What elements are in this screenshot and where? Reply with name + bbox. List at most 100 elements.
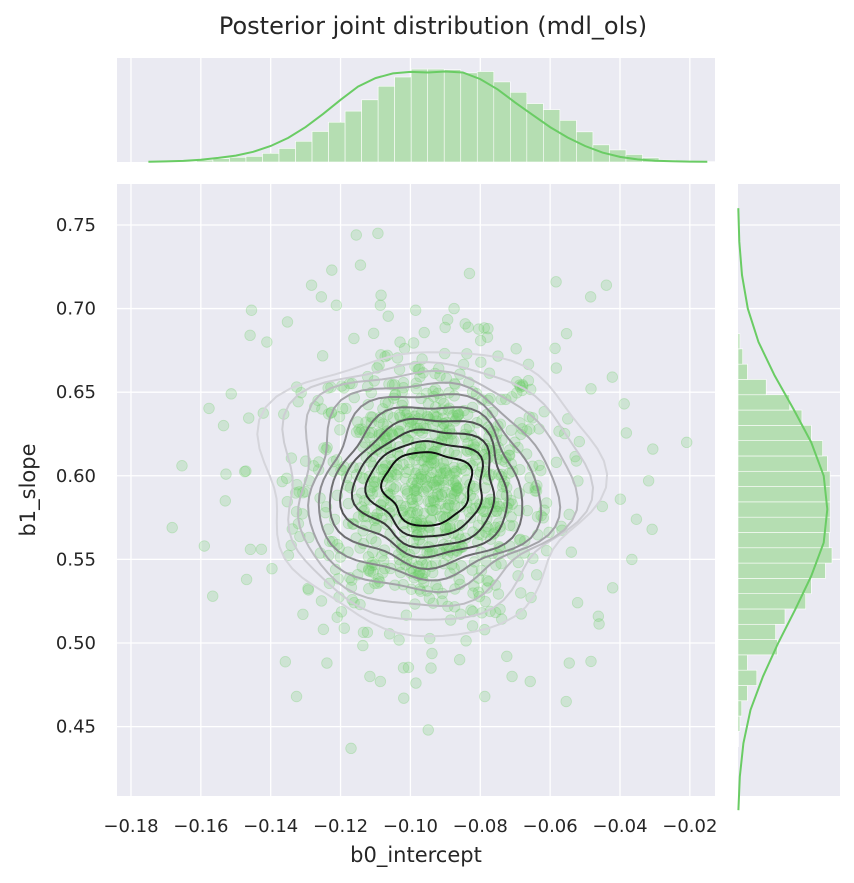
top-hist-bar <box>344 110 362 163</box>
scatter-point <box>366 426 378 439</box>
scatter-point <box>418 455 430 467</box>
scatter-point <box>453 408 465 421</box>
scatter-point <box>315 291 328 303</box>
scatter-point <box>426 504 438 516</box>
scatter-point <box>513 487 525 499</box>
scatter-point <box>424 471 437 484</box>
scatter-point <box>435 488 448 501</box>
scatter-point <box>315 595 328 607</box>
scatter-point <box>399 483 412 495</box>
scatter-point <box>614 493 627 505</box>
scatter-point <box>411 477 424 489</box>
scatter-point <box>243 412 255 424</box>
top-hist-bar <box>576 131 594 163</box>
scatter-point <box>362 551 375 563</box>
scatter-point <box>312 394 324 407</box>
scatter-point <box>630 513 643 525</box>
scatter-point <box>596 500 609 513</box>
scatter-point <box>488 527 501 539</box>
right-hist-bar <box>737 669 758 686</box>
scatter-point <box>448 493 460 505</box>
scatter-point <box>281 316 294 328</box>
y-tick-labels: 0.45 0.50 0.55 0.60 0.65 0.70 0.75 <box>56 215 96 738</box>
scatter-point <box>418 463 430 476</box>
right-hist-bar <box>737 685 748 702</box>
scatter-point <box>436 587 449 600</box>
scatter-point <box>550 276 562 288</box>
scatter-point <box>427 494 440 507</box>
scatter-point <box>340 402 352 415</box>
scatter-point <box>426 647 438 660</box>
scatter-point <box>412 494 424 506</box>
scatter-point <box>322 549 335 562</box>
kde-contour-line <box>317 393 543 582</box>
scatter-point <box>416 454 428 466</box>
scatter-point <box>470 448 482 461</box>
scatter-point <box>455 462 468 474</box>
scatter-point <box>473 528 485 541</box>
right-marginal-histogram <box>737 333 833 747</box>
right-hist-bar <box>737 394 791 411</box>
scatter-point <box>527 552 539 565</box>
scatter-point <box>434 462 447 474</box>
scatter-point <box>427 385 439 398</box>
y-tick-label: 0.60 <box>56 466 96 487</box>
scatter-point <box>421 460 433 473</box>
top-hist-bar <box>510 91 528 163</box>
scatter-point <box>393 634 405 646</box>
scatter-point <box>430 481 442 493</box>
scatter-point <box>381 470 394 482</box>
scatter-point <box>501 650 513 663</box>
scatter-point <box>382 310 394 322</box>
kde-contour-line <box>297 369 579 608</box>
scatter-point <box>387 412 399 424</box>
scatter-point <box>550 362 563 374</box>
scatter-point <box>305 279 318 291</box>
scatter-point <box>363 582 375 595</box>
scatter-point <box>331 611 343 623</box>
scatter-point <box>334 424 346 436</box>
scatter-point <box>403 456 415 468</box>
scatter-point <box>424 632 436 645</box>
scatter-point <box>620 427 633 439</box>
scatter-point <box>368 480 380 493</box>
scatter-point <box>482 322 494 335</box>
right-hist-bar <box>737 715 741 732</box>
scatter-point <box>352 511 365 523</box>
scatter-point <box>515 608 527 620</box>
scatter-point <box>366 481 378 494</box>
scatter-point <box>419 474 431 486</box>
scatter-point <box>407 473 420 486</box>
scatter-point <box>486 406 499 419</box>
x-tick-label: −0.10 <box>383 816 438 837</box>
scatter-point <box>408 500 420 512</box>
scatter-point <box>372 227 384 240</box>
scatter-point <box>426 466 438 479</box>
x-tick-label: −0.04 <box>592 816 647 837</box>
scatter-point <box>367 327 380 340</box>
scatter-point <box>479 690 491 703</box>
scatter-point <box>403 463 415 476</box>
scatter-point <box>449 465 461 477</box>
scatter-point <box>505 511 517 523</box>
scatter-point <box>472 323 485 335</box>
right-hist-bar <box>737 578 812 594</box>
scatter-point <box>373 429 385 441</box>
x-tick-label: −0.02 <box>662 816 717 837</box>
scatter-point <box>407 337 420 349</box>
scatter-point <box>302 584 315 596</box>
kde-contour-line <box>281 361 595 621</box>
scatter-point <box>374 411 386 424</box>
scatter-point <box>418 326 430 339</box>
scatter-point <box>424 496 436 508</box>
scatter-point <box>409 454 421 466</box>
scatter-point <box>409 304 422 316</box>
scatter-point <box>463 267 476 280</box>
kde-contours <box>256 351 609 638</box>
scatter-point <box>453 573 465 586</box>
scatter-point <box>403 510 415 522</box>
scatter-point <box>352 416 364 428</box>
scatter-point <box>533 459 545 472</box>
right-hist-bar <box>737 532 830 549</box>
scatter-point <box>364 565 376 578</box>
